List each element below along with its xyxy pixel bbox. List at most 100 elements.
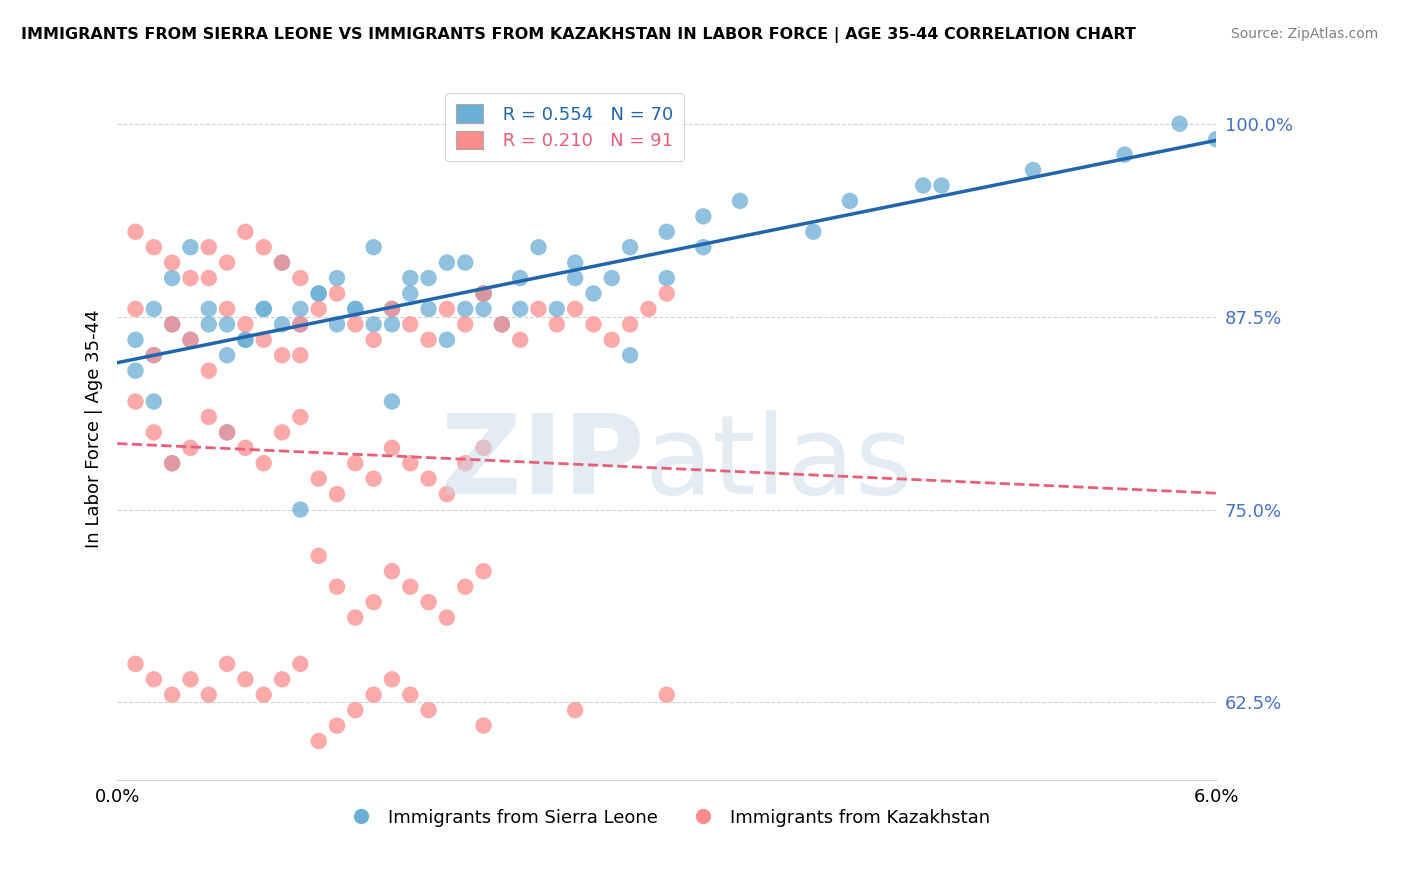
Point	[290, 657, 312, 671]
Point	[271, 673, 294, 687]
Point	[692, 240, 714, 254]
Point	[600, 271, 623, 285]
Point	[197, 688, 219, 702]
Point	[381, 441, 404, 455]
Point	[217, 425, 239, 440]
Point	[1168, 117, 1191, 131]
Point	[655, 225, 678, 239]
Point	[271, 318, 294, 332]
Point	[564, 703, 586, 717]
Point	[491, 318, 513, 332]
Point	[344, 610, 367, 624]
Point	[527, 240, 550, 254]
Point	[179, 271, 201, 285]
Point	[454, 318, 477, 332]
Point	[271, 425, 294, 440]
Point	[454, 301, 477, 316]
Point	[253, 240, 276, 254]
Point	[363, 472, 385, 486]
Point	[399, 318, 422, 332]
Point	[271, 255, 294, 269]
Point	[326, 487, 349, 501]
Point	[308, 734, 330, 748]
Point	[509, 271, 531, 285]
Point	[582, 286, 605, 301]
Point	[838, 194, 860, 208]
Point	[290, 409, 312, 424]
Point	[308, 286, 330, 301]
Point	[160, 255, 183, 269]
Point	[253, 333, 276, 347]
Point	[124, 364, 146, 378]
Point	[179, 333, 201, 347]
Point	[454, 456, 477, 470]
Point	[179, 673, 201, 687]
Point	[381, 394, 404, 409]
Point	[363, 240, 385, 254]
Point	[344, 301, 367, 316]
Point	[381, 673, 404, 687]
Point	[160, 271, 183, 285]
Point	[308, 549, 330, 563]
Point	[728, 194, 751, 208]
Point	[253, 301, 276, 316]
Point	[308, 286, 330, 301]
Point	[436, 610, 458, 624]
Point	[124, 333, 146, 347]
Point	[472, 286, 495, 301]
Point	[326, 718, 349, 732]
Point	[235, 333, 257, 347]
Point	[217, 318, 239, 332]
Point	[124, 394, 146, 409]
Point	[326, 580, 349, 594]
Point	[509, 301, 531, 316]
Point	[197, 318, 219, 332]
Point	[363, 333, 385, 347]
Point	[290, 301, 312, 316]
Point	[436, 487, 458, 501]
Point	[344, 318, 367, 332]
Point	[436, 333, 458, 347]
Y-axis label: In Labor Force | Age 35-44: In Labor Force | Age 35-44	[86, 310, 103, 548]
Point	[472, 286, 495, 301]
Point	[271, 348, 294, 362]
Point	[454, 580, 477, 594]
Point	[381, 564, 404, 578]
Point	[308, 301, 330, 316]
Point	[418, 301, 440, 316]
Point	[1114, 147, 1136, 161]
Point	[142, 394, 165, 409]
Point	[692, 210, 714, 224]
Point	[1022, 163, 1045, 178]
Point	[436, 301, 458, 316]
Point	[160, 688, 183, 702]
Point	[142, 348, 165, 362]
Point	[399, 688, 422, 702]
Point	[381, 301, 404, 316]
Point	[124, 301, 146, 316]
Point	[655, 271, 678, 285]
Point	[418, 472, 440, 486]
Point	[619, 240, 641, 254]
Point	[381, 301, 404, 316]
Point	[235, 673, 257, 687]
Point	[418, 703, 440, 717]
Point	[912, 178, 935, 193]
Point	[418, 595, 440, 609]
Point	[381, 318, 404, 332]
Text: Source: ZipAtlas.com: Source: ZipAtlas.com	[1230, 27, 1378, 41]
Point	[290, 348, 312, 362]
Point	[472, 564, 495, 578]
Point	[217, 348, 239, 362]
Text: atlas: atlas	[645, 410, 914, 517]
Point	[235, 441, 257, 455]
Point	[472, 441, 495, 455]
Legend: Immigrants from Sierra Leone, Immigrants from Kazakhstan: Immigrants from Sierra Leone, Immigrants…	[336, 801, 998, 834]
Point	[253, 301, 276, 316]
Point	[363, 318, 385, 332]
Point	[619, 318, 641, 332]
Point	[235, 333, 257, 347]
Point	[418, 333, 440, 347]
Point	[399, 580, 422, 594]
Point	[931, 178, 953, 193]
